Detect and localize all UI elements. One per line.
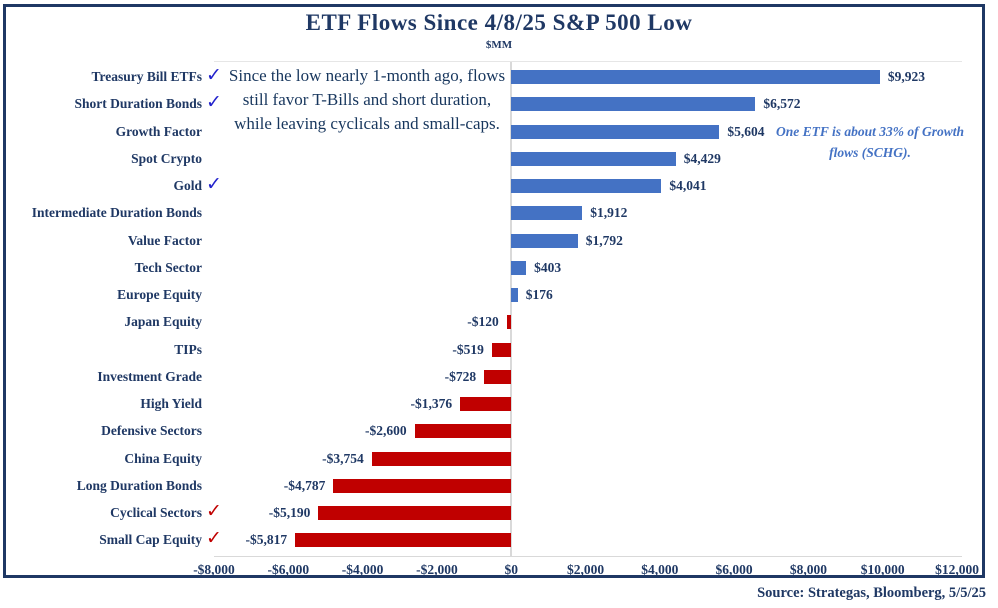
bar <box>295 533 512 548</box>
category-label: High Yield <box>140 396 202 412</box>
bar <box>506 315 512 330</box>
value-label: -$1,376 <box>410 396 453 412</box>
value-label: $6,572 <box>763 96 801 112</box>
category-label: TIPs <box>174 341 202 357</box>
bar <box>371 451 512 466</box>
value-label: -$120 <box>467 314 499 330</box>
x-axis-tick: -$2,000 <box>416 562 458 577</box>
value-label: -$4,787 <box>283 477 326 493</box>
checkmark-icon: ✓ <box>206 173 222 196</box>
bar <box>414 424 512 439</box>
annotation-commentary: Since the low nearly 1-month ago, flows … <box>228 66 506 134</box>
category-label: Investment Grade <box>97 368 202 384</box>
zero-axis-line <box>510 62 513 556</box>
category-label: Cyclical Sectors <box>110 505 202 521</box>
category-label: China Equity <box>124 450 202 466</box>
x-axis-tick: $8,000 <box>789 562 827 577</box>
x-axis-tick: $12,000 <box>935 562 979 577</box>
bar <box>333 478 512 493</box>
category-label: Small Cap Equity <box>99 532 202 548</box>
bar <box>511 206 583 221</box>
category-label: Short Duration Bonds <box>74 96 202 112</box>
chart-title: ETF Flows Since 4/8/25 S&P 500 Low <box>305 10 693 35</box>
bar <box>511 179 662 194</box>
plot-top-gridline <box>214 61 962 62</box>
x-axis-tick: -$4,000 <box>341 562 384 577</box>
x-axis-tick: $0 <box>504 562 518 577</box>
checkmark-icon: ✓ <box>206 500 222 523</box>
bar <box>511 260 527 275</box>
x-axis-tick: $10,000 <box>860 562 905 577</box>
bar <box>511 97 756 112</box>
bar <box>484 369 512 384</box>
bar <box>318 506 512 521</box>
value-label: $403 <box>534 259 562 275</box>
checkmark-icon: ✓ <box>206 91 222 114</box>
x-axis-tick: $2,000 <box>566 562 605 577</box>
x-axis-tick: $4,000 <box>641 562 679 577</box>
category-label: Intermediate Duration Bonds <box>31 205 202 221</box>
category-label: Japan Equity <box>124 314 202 330</box>
source-attribution: Source: Strategas, Bloomberg, 5/5/25 <box>757 585 986 601</box>
category-label: Treasury Bill ETFs <box>91 69 202 84</box>
value-label: -$3,754 <box>322 450 364 466</box>
annotation-growth-note: One ETF is about 33% of Growth flows (SC… <box>775 124 965 160</box>
value-label: -$5,190 <box>268 505 311 521</box>
bar <box>511 70 880 84</box>
category-label: Spot Crypto <box>131 150 202 166</box>
x-axis-tick: -$8,000 <box>193 562 235 577</box>
category-label: Tech Sector <box>134 259 202 275</box>
value-label: $9,923 <box>887 69 925 84</box>
value-label: $5,604 <box>727 123 765 139</box>
bar <box>511 288 518 303</box>
value-label: -$519 <box>452 341 484 357</box>
value-label: $1,792 <box>585 232 623 248</box>
category-label: Europe Equity <box>117 287 202 303</box>
x-axis-tick: $6,000 <box>715 562 753 577</box>
category-label: Defensive Sectors <box>101 423 202 439</box>
value-label: $176 <box>525 287 553 303</box>
checkmark-icon: ✓ <box>206 64 222 86</box>
value-label: -$728 <box>444 368 477 384</box>
bar <box>491 342 512 357</box>
bar <box>460 397 512 412</box>
bar <box>511 151 676 166</box>
bar <box>511 233 578 248</box>
x-axis-tick: -$6,000 <box>267 562 310 577</box>
bar <box>511 124 720 139</box>
category-label: Growth Factor <box>115 123 202 139</box>
category-label: Value Factor <box>127 232 202 248</box>
category-label: Gold <box>173 178 202 194</box>
category-label: Long Duration Bonds <box>76 477 202 493</box>
value-label: $4,041 <box>669 178 707 194</box>
value-label: -$5,817 <box>245 532 288 548</box>
chart-border-frame <box>3 4 985 578</box>
chart-units-label: $MM <box>485 39 513 51</box>
checkmark-icon: ✓ <box>206 527 222 550</box>
x-axis-line <box>214 556 962 557</box>
value-label: -$2,600 <box>365 423 407 439</box>
value-label: $1,912 <box>590 205 628 221</box>
value-label: $4,429 <box>683 150 721 166</box>
